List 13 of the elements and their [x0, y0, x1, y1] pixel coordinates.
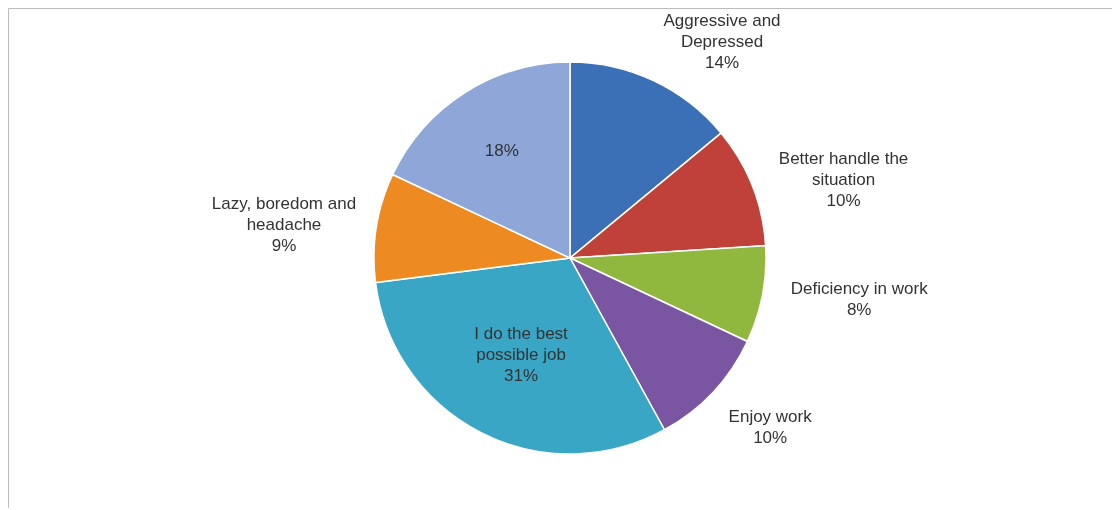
data-label: 10% — [753, 428, 788, 448]
slice-label: Enjoy work — [728, 407, 813, 427]
slice-label: Lazy, boredom and headache — [211, 194, 357, 235]
data-label: 10% — [826, 190, 861, 210]
data-label: 18% — [484, 141, 519, 161]
slice-label: Better handle the situation — [778, 148, 909, 189]
data-label: 8% — [846, 299, 872, 319]
data-label: 14% — [704, 53, 740, 73]
slice-label: I do the best possible job — [474, 324, 569, 364]
slice-label: Aggressive and Depressed — [663, 11, 781, 52]
data-label: 31% — [504, 366, 539, 385]
data-label: 9% — [271, 236, 297, 256]
slice-label: Deficiency in work — [790, 278, 929, 298]
